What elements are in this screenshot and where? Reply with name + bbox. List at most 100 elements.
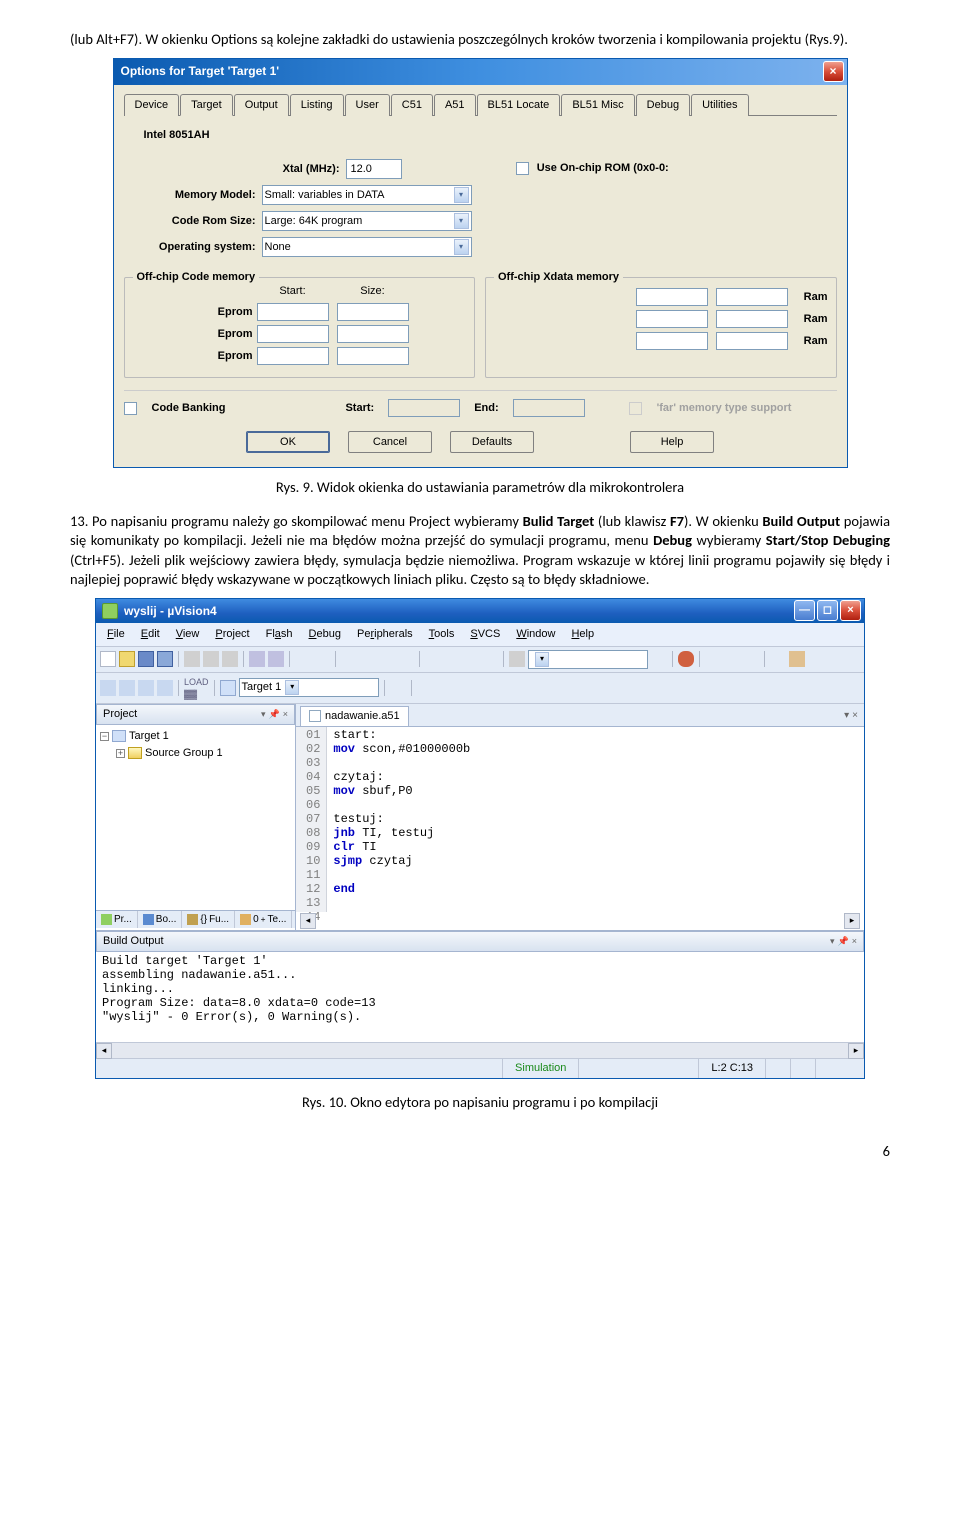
navigate-back-icon[interactable]	[295, 651, 311, 667]
bookmark-clear-icon[interactable]	[398, 651, 414, 667]
window-icon[interactable]	[770, 651, 786, 667]
maximize-icon[interactable]: ◻	[817, 600, 838, 621]
cut-icon[interactable]	[184, 651, 200, 667]
onchip-rom-checkbox[interactable]	[516, 162, 529, 175]
code-banking-checkbox[interactable]	[124, 402, 137, 415]
code-rom-select[interactable]: Large: 64K program▾	[262, 211, 472, 231]
ram-size-input[interactable]	[716, 310, 788, 328]
bookmark-icon[interactable]	[341, 651, 357, 667]
pin-icon[interactable]: 📌	[269, 708, 280, 720]
paste-icon[interactable]	[222, 651, 238, 667]
eprom-size-input[interactable]	[337, 325, 409, 343]
ram-size-input[interactable]	[716, 288, 788, 306]
save-icon[interactable]	[138, 651, 154, 667]
manage-icon[interactable]	[417, 680, 433, 696]
find-icon[interactable]	[509, 651, 525, 667]
menu-file[interactable]: File	[100, 625, 132, 644]
tab-c51[interactable]: C51	[391, 94, 433, 117]
tree-group-node[interactable]: +Source Group 1	[100, 745, 291, 762]
menu-svcs[interactable]: SVCS	[463, 625, 507, 644]
saveall-icon[interactable]	[157, 651, 173, 667]
manage-components-icon[interactable]	[436, 680, 452, 696]
pin-icon[interactable]: 📌	[838, 935, 849, 947]
batch-build-icon[interactable]	[157, 680, 173, 696]
eprom-size-input[interactable]	[337, 347, 409, 365]
menu-project[interactable]: Project	[208, 625, 256, 644]
tab-menu-icon[interactable]: ▾	[844, 709, 849, 723]
tab-utilities[interactable]: Utilities	[691, 94, 748, 117]
project-tab-functions[interactable]: {} Fu...	[182, 911, 235, 929]
close-icon[interactable]: ×	[840, 600, 861, 621]
file-tab[interactable]: nadawanie.a51	[300, 706, 409, 726]
navigate-fwd-icon[interactable]	[314, 651, 330, 667]
tab-output[interactable]: Output	[234, 94, 289, 117]
find-in-files-icon[interactable]	[651, 651, 667, 667]
breakpoint-kill-icon[interactable]	[743, 651, 759, 667]
project-tree[interactable]: −Target 1 +Source Group 1	[96, 725, 295, 910]
ram-start-input[interactable]	[636, 310, 708, 328]
menu-view[interactable]: View	[169, 625, 207, 644]
copy-icon[interactable]	[203, 651, 219, 667]
eprom-start-input[interactable]	[257, 325, 329, 343]
tab-close-icon[interactable]: ×	[852, 709, 858, 723]
tab-bl51-locate[interactable]: BL51 Locate	[477, 94, 561, 117]
breakpoint-disable-icon[interactable]	[724, 651, 740, 667]
pane-menu-icon[interactable]: ▾	[261, 708, 266, 720]
rebuild-icon[interactable]	[138, 680, 154, 696]
tab-bl51-misc[interactable]: BL51 Misc	[561, 94, 634, 117]
tab-a51[interactable]: A51	[434, 94, 476, 117]
build-output-text[interactable]: Build target 'Target 1'assembling nadawa…	[96, 952, 864, 1042]
translate-icon[interactable]	[100, 680, 116, 696]
code-editor[interactable]: 0102030405060708091011121314 start:mov s…	[296, 727, 864, 912]
ram-start-input[interactable]	[636, 288, 708, 306]
undo-icon[interactable]	[249, 651, 265, 667]
open-icon[interactable]	[119, 651, 135, 667]
debug-icon[interactable]	[678, 651, 694, 667]
project-tab-project[interactable]: Pr...	[96, 911, 138, 929]
pane-menu-icon[interactable]: ▾	[830, 935, 835, 947]
bookmark-prev-icon[interactable]	[379, 651, 395, 667]
options-icon[interactable]	[390, 680, 406, 696]
resize-grip-icon[interactable]	[840, 1059, 864, 1078]
menu-window[interactable]: Window	[509, 625, 562, 644]
menu-help[interactable]: Help	[564, 625, 601, 644]
configure-icon[interactable]	[789, 651, 805, 667]
menu-tools[interactable]: Tools	[422, 625, 462, 644]
find-combo[interactable]: ▾	[528, 650, 648, 669]
menu-peripherals[interactable]: Peripherals	[350, 625, 420, 644]
eprom-start-input[interactable]	[257, 347, 329, 365]
pane-close-icon[interactable]: ×	[283, 708, 288, 720]
minimize-icon[interactable]: —	[794, 600, 815, 621]
project-pane-header[interactable]: Project ▾ 📌 ×	[96, 704, 295, 725]
redo-icon[interactable]	[268, 651, 284, 667]
code-text[interactable]: start:mov scon,#01000000bczytaj:mov sbuf…	[327, 727, 476, 912]
window-titlebar[interactable]: wyslij - µVision4 — ◻ ×	[96, 599, 864, 623]
build-output-header[interactable]: Build Output ▾ 📌 ×	[96, 931, 864, 952]
close-icon[interactable]: ×	[823, 61, 844, 82]
indent-icon[interactable]	[425, 651, 441, 667]
defaults-button[interactable]: Defaults	[450, 431, 534, 453]
build-output-scrollbar[interactable]: ◂▸	[96, 1042, 864, 1058]
os-select[interactable]: None▾	[262, 237, 472, 257]
xtal-input[interactable]	[346, 159, 402, 179]
eprom-size-input[interactable]	[337, 303, 409, 321]
new-icon[interactable]	[100, 651, 116, 667]
menu-flash[interactable]: Flash	[259, 625, 300, 644]
memory-model-select[interactable]: Small: variables in DATA▾	[262, 185, 472, 205]
cancel-button[interactable]: Cancel	[348, 431, 432, 453]
ram-start-input[interactable]	[636, 332, 708, 350]
menu-debug[interactable]: Debug	[302, 625, 348, 644]
project-tab-books[interactable]: Bo...	[138, 911, 183, 929]
build-icon[interactable]	[119, 680, 135, 696]
scroll-left-icon[interactable]: ◂	[300, 913, 316, 929]
pane-close-icon[interactable]: ×	[852, 935, 857, 947]
help-button[interactable]: Help	[630, 431, 714, 453]
project-tab-templates[interactable]: 0+Te...	[235, 911, 292, 929]
tab-target[interactable]: Target	[180, 94, 233, 117]
scroll-right-icon[interactable]: ▸	[844, 913, 860, 929]
bookmark-next-icon[interactable]	[360, 651, 376, 667]
breakpoint-icon[interactable]	[705, 651, 721, 667]
tab-device[interactable]: Device	[124, 94, 180, 117]
uncomment-icon[interactable]	[482, 651, 498, 667]
tab-debug[interactable]: Debug	[636, 94, 690, 117]
